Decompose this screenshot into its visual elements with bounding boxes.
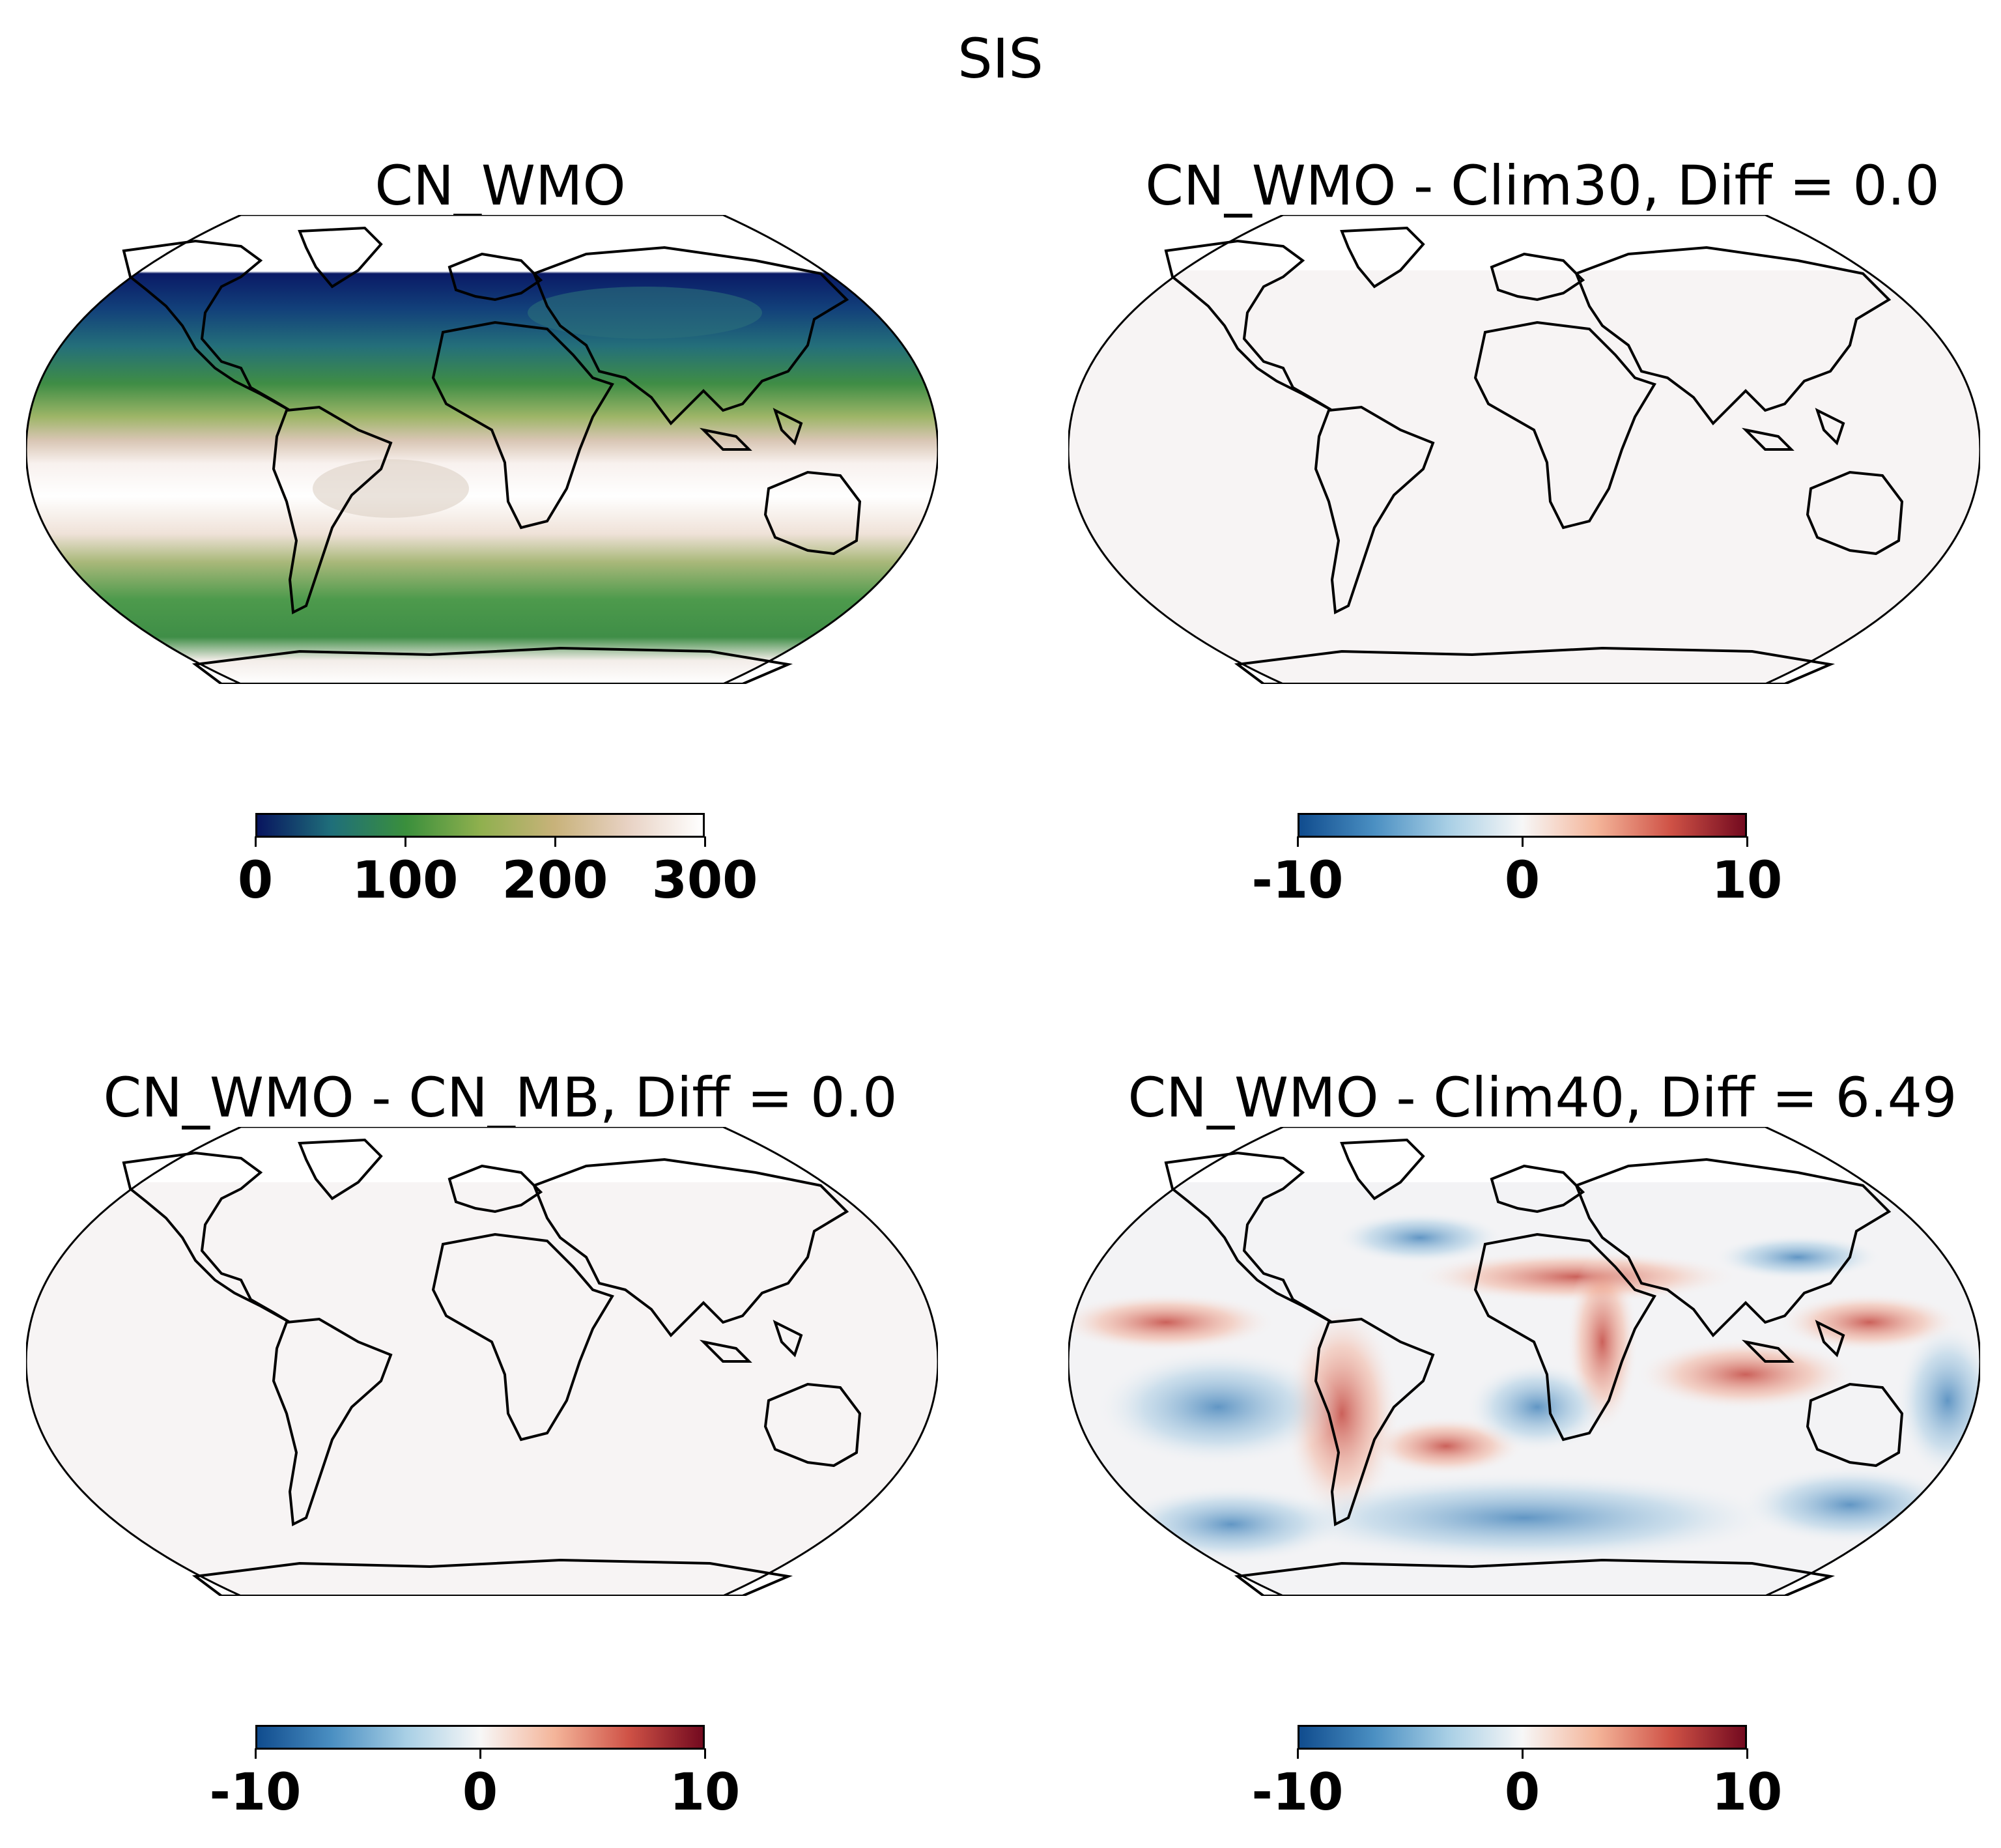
panel-diff-clim40: CN_WMO - Clim40, Diff = 6.49 - bbox=[1042, 912, 2001, 1836]
panel-title: CN_WMO - Clim30, Diff = 0.0 bbox=[1145, 154, 1940, 218]
tick-label: 10 bbox=[1711, 851, 1783, 910]
tick-label: 200 bbox=[502, 851, 608, 910]
map-robinson bbox=[26, 1127, 938, 1596]
tick-label: 0 bbox=[1504, 851, 1540, 910]
map-robinson bbox=[1068, 215, 1980, 684]
colorbar bbox=[255, 1725, 705, 1750]
tick-label: 100 bbox=[352, 851, 459, 910]
colorbar-ticks: -10 0 10 bbox=[1252, 836, 1782, 915]
colorbar bbox=[1298, 1725, 1747, 1750]
tick-label: 0 bbox=[237, 851, 274, 910]
colorbar-ticks: 0 100 200 300 bbox=[238, 836, 758, 915]
colorbar bbox=[255, 813, 705, 838]
tick-label: 300 bbox=[651, 851, 758, 910]
panel-absolute: CN_WMO 0 100 200 300 bbox=[0, 0, 1000, 924]
colorbar-ticks: -10 0 10 bbox=[210, 1748, 740, 1827]
tick-label: 0 bbox=[462, 1763, 498, 1822]
tick-label: -10 bbox=[1251, 1763, 1344, 1822]
tick-label: -10 bbox=[1251, 851, 1344, 910]
tick-label: 10 bbox=[669, 1763, 741, 1822]
map-robinson bbox=[1068, 1127, 1980, 1596]
map-robinson bbox=[26, 215, 938, 684]
tick-label: 0 bbox=[1504, 1763, 1540, 1822]
panel-diff-cn-mb: CN_WMO - CN_MB, Diff = 0.0 -10 0 10 bbox=[0, 912, 1000, 1836]
panel-title: CN_WMO - Clim40, Diff = 6.49 bbox=[1128, 1066, 1957, 1130]
colorbar-ticks: -10 0 10 bbox=[1252, 1748, 1782, 1827]
panel-title: CN_WMO bbox=[375, 154, 626, 218]
panel-diff-clim30: CN_WMO - Clim30, Diff = 0.0 -10 0 10 bbox=[1042, 0, 2001, 924]
tick-label: 10 bbox=[1711, 1763, 1783, 1822]
figure-title: SIS bbox=[958, 27, 1043, 91]
colorbar bbox=[1298, 813, 1747, 838]
panel-title: CN_WMO - CN_MB, Diff = 0.0 bbox=[103, 1066, 898, 1130]
tick-label: -10 bbox=[209, 1763, 302, 1822]
